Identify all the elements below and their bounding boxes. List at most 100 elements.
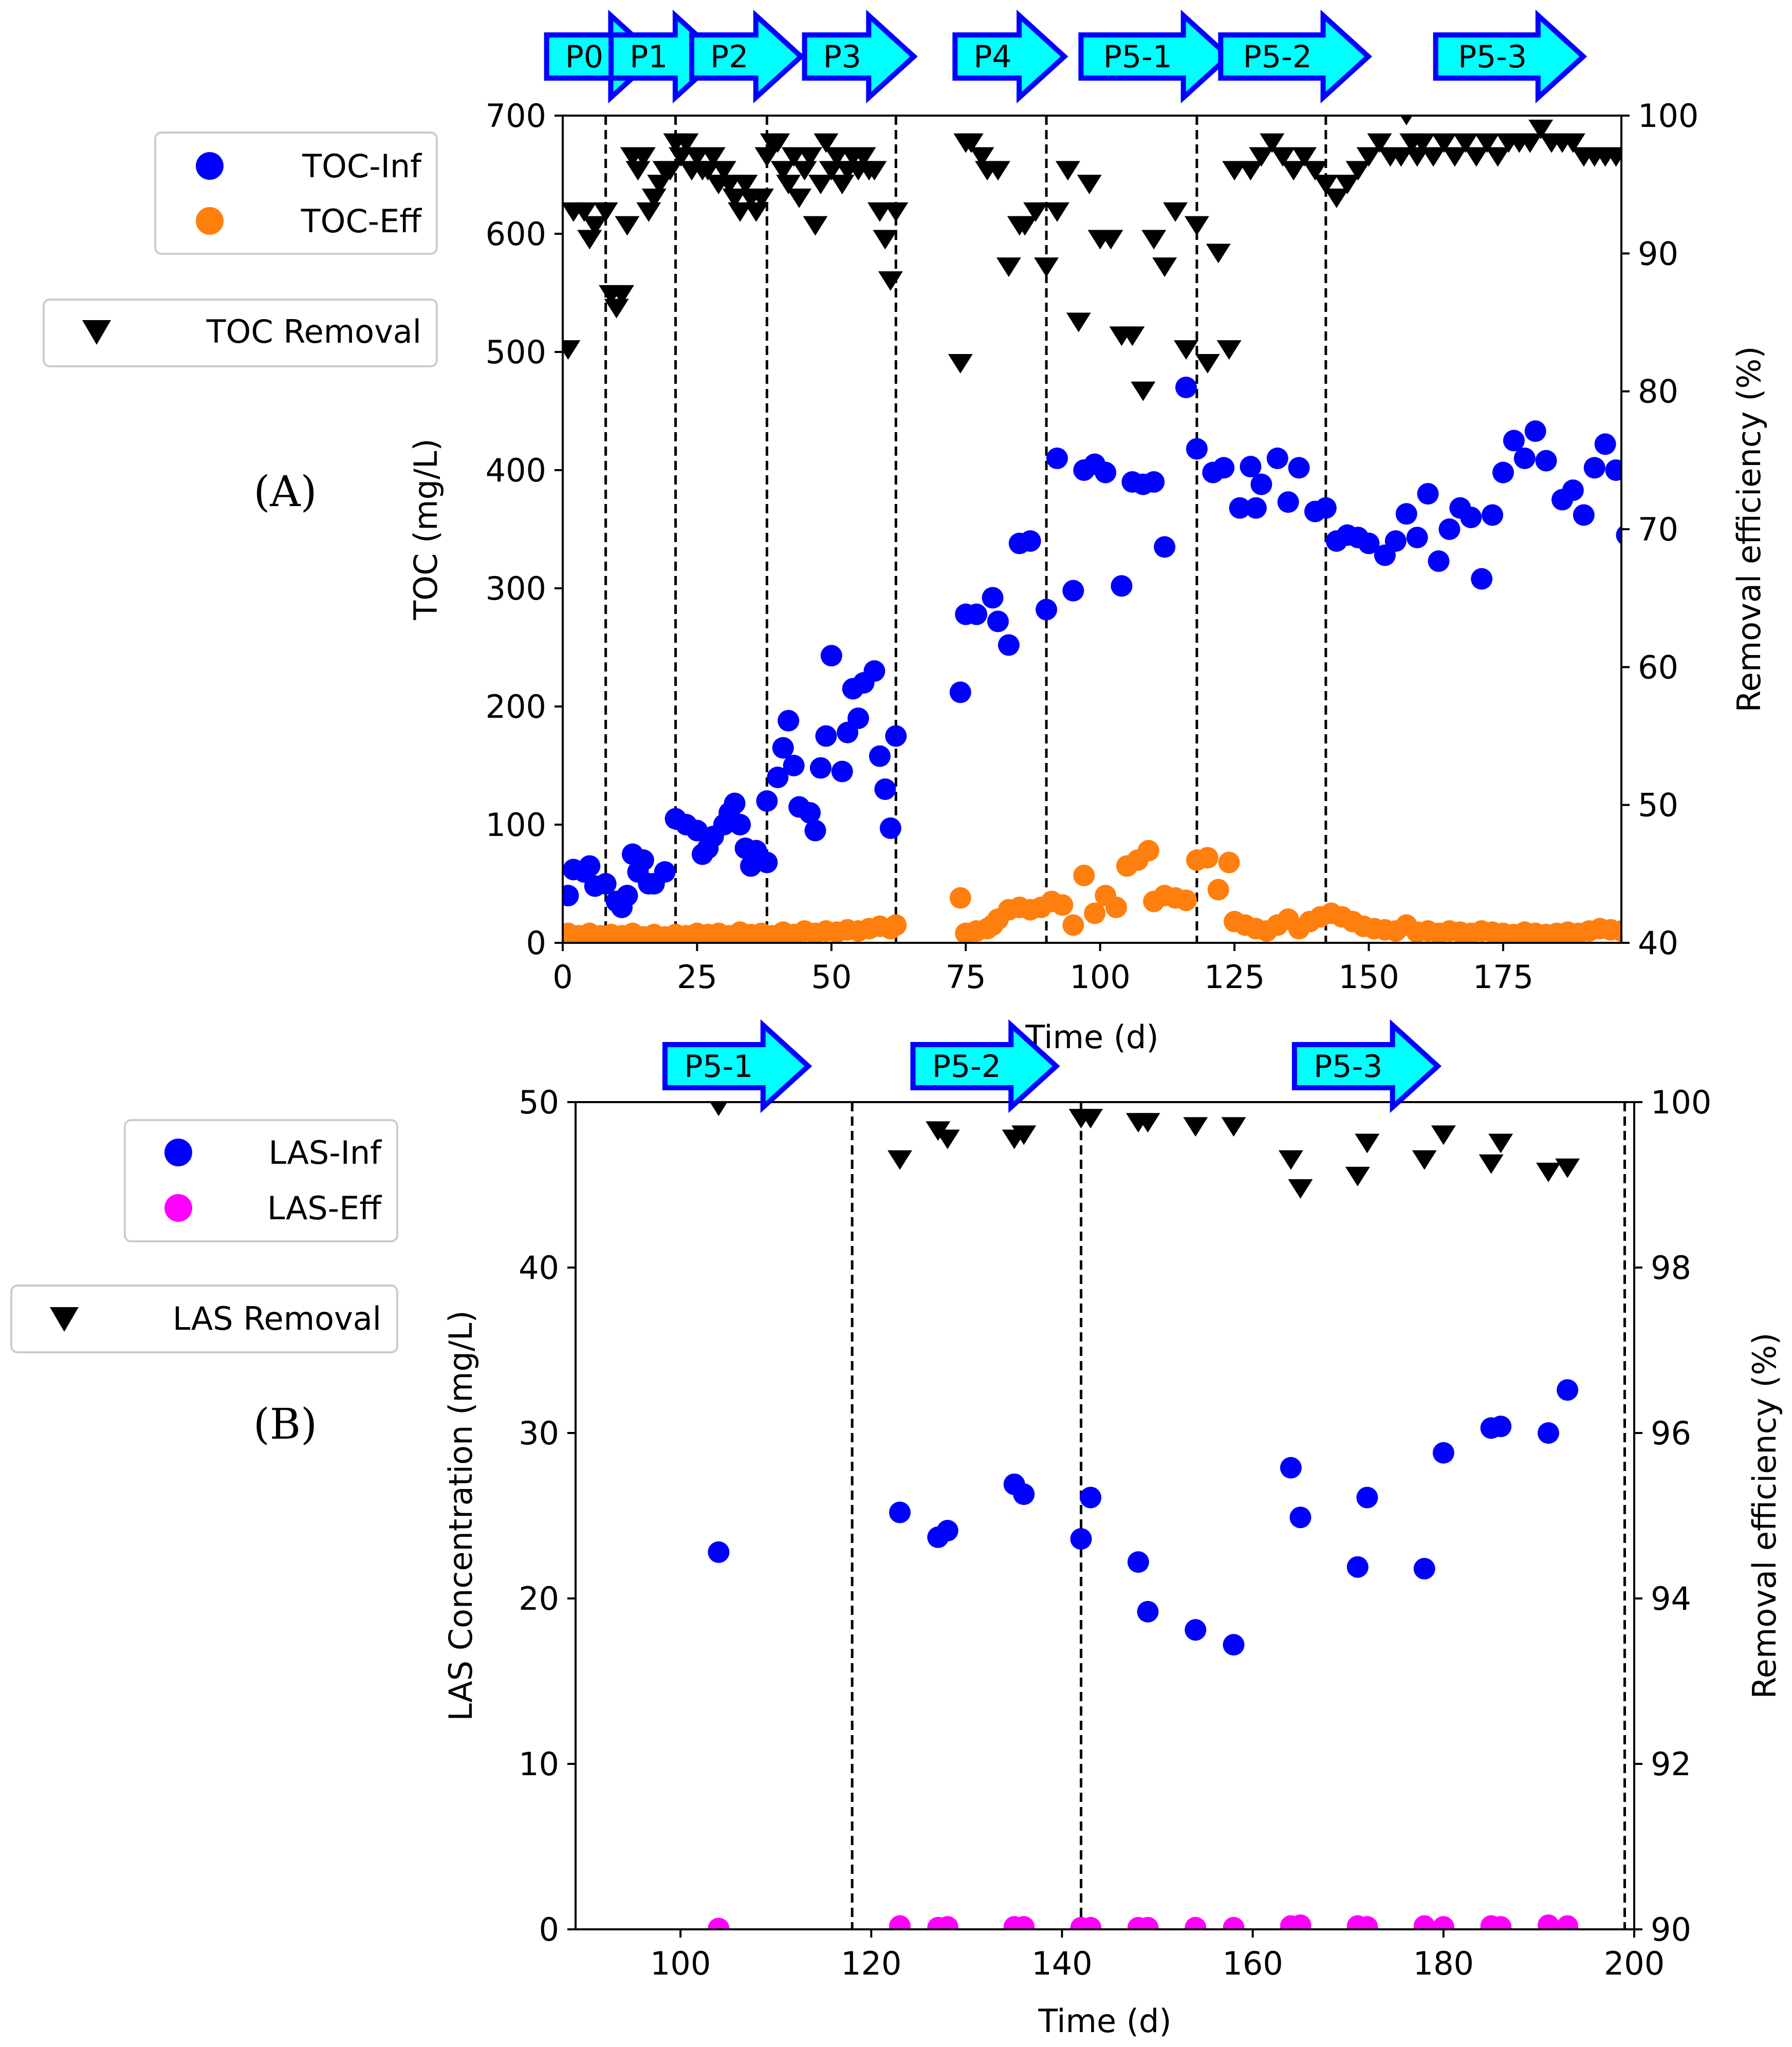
phase-arrow-shape (910, 1019, 1060, 1113)
phase-divider-lines (851, 1102, 1626, 1929)
x-tick-label: 0 (552, 958, 572, 996)
data-point (1240, 456, 1262, 478)
data-point (1474, 133, 1500, 153)
data-point (1250, 473, 1272, 495)
x-tick-label: 75 (946, 958, 986, 996)
data-point (1428, 550, 1450, 572)
data-point (1062, 580, 1084, 602)
data-point (1281, 161, 1306, 181)
data-point (862, 161, 887, 181)
data-point (1405, 147, 1430, 167)
y2-tick-label: 40 (1638, 924, 1678, 962)
data-point (700, 147, 726, 167)
phase-arrow-label: P5-3 (1314, 1049, 1382, 1085)
data-point (966, 603, 988, 625)
x-tick-label: 50 (811, 958, 852, 996)
y2-tick-label: 94 (1651, 1580, 1691, 1617)
data-point (1524, 420, 1546, 442)
legend-box (154, 132, 438, 255)
data-point (1431, 1125, 1456, 1145)
data-point (1528, 119, 1554, 139)
x-axis-title: Time (d) (1038, 2002, 1171, 2040)
data-point (1077, 175, 1102, 195)
legend-removal: TOC Removal (43, 299, 438, 367)
data-point (1218, 851, 1240, 873)
data-point (1105, 897, 1128, 918)
data-point (867, 202, 892, 222)
legend-label-toc-eff: TOC-Eff (301, 202, 422, 240)
data-point (1270, 147, 1296, 167)
legend-marker-las-removal (50, 1307, 79, 1332)
y-tick-label: 30 (519, 1415, 559, 1452)
y-tick-label: 300 (486, 570, 546, 607)
data-point (674, 133, 699, 153)
data-point (756, 790, 778, 812)
data-point (879, 817, 901, 839)
data-point (1062, 914, 1084, 936)
data-point (1389, 147, 1414, 167)
data-point (1213, 457, 1235, 479)
phase-arrow: P3 (802, 9, 918, 104)
phase-arrow: P5-1 (1078, 9, 1233, 104)
data-point (563, 340, 581, 360)
phase-arrow-shape (802, 9, 918, 104)
data-point (1036, 599, 1058, 621)
data-point (1080, 1486, 1102, 1509)
data-point (851, 147, 876, 167)
phase-arrow-shape (1078, 9, 1233, 104)
data-point (969, 147, 994, 167)
x-tick-label: 100 (650, 1945, 711, 1982)
phase-arrow-label: P5-1 (684, 1049, 753, 1085)
data-point (754, 147, 780, 167)
y-tick-label: 200 (486, 688, 546, 725)
data-point (1537, 1422, 1559, 1444)
data-point (803, 216, 828, 236)
data-point (1186, 438, 1208, 460)
y2-tick-label: 90 (1638, 235, 1678, 272)
panel-a-toc: 0 25 50 75 100 125 150 175 0 100 200 300 400 500 600 7… (43, 9, 1768, 1056)
data-point (1013, 1483, 1035, 1505)
data-point (1345, 161, 1371, 181)
data-point (1055, 161, 1080, 181)
data-point (1492, 461, 1514, 483)
data-point (829, 175, 855, 195)
data-point (1163, 202, 1188, 222)
data-point (1400, 116, 1413, 125)
series-toc-inf (563, 377, 1621, 918)
data-point (1238, 161, 1263, 181)
y2-tick-label: 98 (1651, 1249, 1691, 1287)
phase-arrow-label: P5-1 (1103, 39, 1172, 75)
data-point (695, 161, 721, 181)
legend-box-removal (10, 1285, 398, 1353)
data-point (1207, 879, 1229, 901)
y-tick-label: 600 (486, 215, 546, 253)
data-point (1229, 497, 1251, 519)
data-point (1485, 147, 1510, 167)
data-point (1266, 448, 1288, 469)
data-point (711, 161, 736, 181)
data-point (571, 202, 597, 222)
data-point (814, 133, 839, 153)
legend-marker-toc-removal (82, 320, 111, 345)
data-point (1084, 902, 1106, 924)
data-point (1127, 1551, 1149, 1573)
data-point (1120, 326, 1145, 346)
data-point (647, 175, 672, 195)
data-point (1223, 1916, 1245, 1929)
series-las-removal (710, 1102, 1580, 1199)
data-point (1537, 1914, 1559, 1929)
data-point (1560, 133, 1585, 153)
data-point (767, 767, 789, 788)
data-point (1535, 450, 1557, 472)
data-point (948, 354, 973, 374)
data-point (1196, 847, 1218, 869)
data-point (756, 851, 778, 873)
phase-arrow: P2 (689, 9, 805, 104)
data-point (728, 202, 753, 222)
legend-label-las-eff: LAS-Eff (267, 1189, 382, 1227)
x-axis-ticks: 0 25 50 75 100 125 150 175 (552, 943, 1534, 996)
phase-arrow-shape (689, 9, 805, 104)
data-point (636, 202, 661, 222)
data-point (1413, 1915, 1435, 1929)
